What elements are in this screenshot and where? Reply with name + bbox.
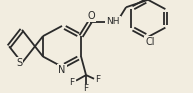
Text: NH: NH (106, 17, 120, 26)
Text: Cl: Cl (145, 37, 155, 46)
Text: O: O (87, 11, 95, 21)
Text: F: F (69, 78, 75, 87)
Text: S: S (16, 58, 22, 68)
Text: F: F (96, 75, 101, 84)
Text: F: F (84, 84, 89, 93)
Text: N: N (58, 65, 66, 75)
